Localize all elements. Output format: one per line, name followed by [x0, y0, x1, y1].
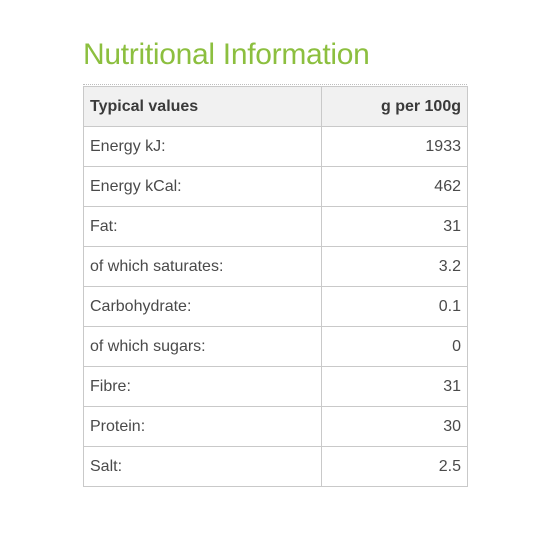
title-divider [83, 84, 467, 85]
table-row: of which saturates: 3.2 [83, 246, 468, 287]
nutrient-value: 2.5 [321, 446, 468, 487]
nutrient-label: of which sugars: [83, 326, 322, 367]
nutrient-value: 462 [321, 166, 468, 207]
nutrient-label: Carbohydrate: [83, 286, 322, 327]
table-row: Salt: 2.5 [83, 446, 468, 487]
table-row: Carbohydrate: 0.1 [83, 286, 468, 327]
nutrient-value: 31 [321, 206, 468, 247]
nutrient-label: of which saturates: [83, 246, 322, 287]
nutrient-value: 31 [321, 366, 468, 407]
column-header-typical-values: Typical values [83, 86, 322, 127]
table-row: Protein: 30 [83, 406, 468, 447]
table-row: Fat: 31 [83, 206, 468, 247]
nutrition-table: Typical values g per 100g Energy kJ: 193… [83, 86, 468, 487]
nutrient-label: Salt: [83, 446, 322, 487]
page-title: Nutritional Information [83, 38, 370, 71]
nutrient-value: 3.2 [321, 246, 468, 287]
table-row: Energy kJ: 1933 [83, 126, 468, 167]
nutrient-value: 30 [321, 406, 468, 447]
nutrient-value: 1933 [321, 126, 468, 167]
table-row: of which sugars: 0 [83, 326, 468, 367]
column-header-per-100g: g per 100g [321, 86, 468, 127]
nutrient-label: Protein: [83, 406, 322, 447]
nutrient-value: 0.1 [321, 286, 468, 327]
nutrient-label: Fibre: [83, 366, 322, 407]
table-row: Fibre: 31 [83, 366, 468, 407]
nutrient-label: Energy kJ: [83, 126, 322, 167]
nutrient-label: Energy kCal: [83, 166, 322, 207]
table-row: Energy kCal: 462 [83, 166, 468, 207]
table-header-row: Typical values g per 100g [83, 86, 468, 127]
nutrient-value: 0 [321, 326, 468, 367]
nutrient-label: Fat: [83, 206, 322, 247]
